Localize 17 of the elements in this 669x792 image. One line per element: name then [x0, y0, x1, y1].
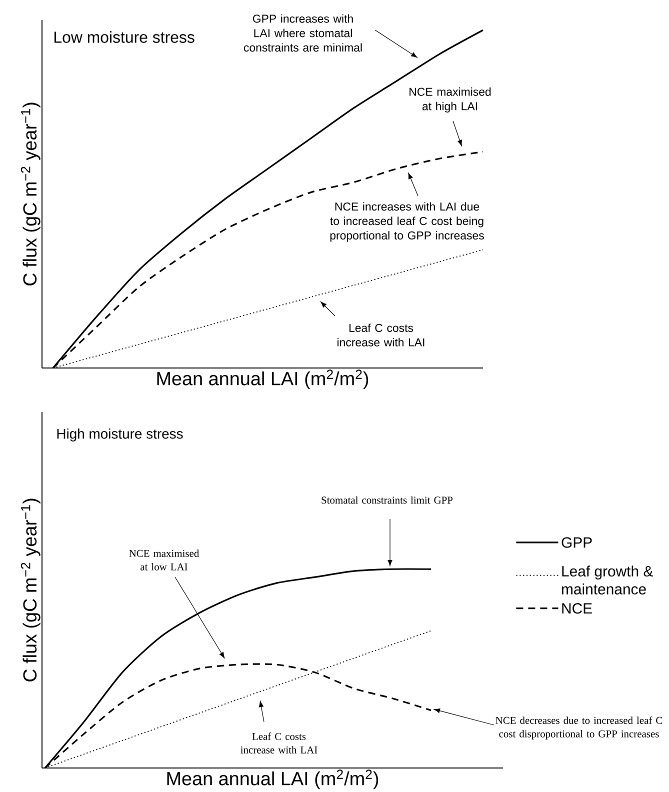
annotation: NCE maximised at low LAI	[129, 550, 200, 570]
annotation: Leaf C costs increase with LAI	[338, 324, 424, 346]
y-axis-title: C flux (gC m$^{−2}$ year$^{−1}$)	[20, 102, 40, 286]
legend-label: NCE	[562, 603, 592, 614]
annotation: Leaf C costs increase with LAI	[240, 732, 318, 754]
text: NCE decreases due to increased leaf C cost disproportional to GPP increases	[496, 716, 662, 740]
legend-label: Leaf growth & maintenance	[562, 566, 653, 594]
x-axis-title: Mean annual LAI (m$^{2}$/m$^{2}$)	[167, 770, 378, 790]
chart-title: Low moisture stress	[54, 31, 194, 43]
annotation: GPP increases with LAI where stomatal constraints are minimal	[244, 14, 362, 52]
text: Stomatal constraints limit GPP	[322, 496, 453, 504]
legend-label: GPP	[562, 537, 592, 548]
annotation: NCE increases with LAI due to increased leaf C cost being proportional to GPP increases	[330, 202, 484, 242]
chart-title: High moisture stress	[57, 428, 183, 442]
y-axis-title: C flux (gC m$^{−2}$ year$^{−1}$)	[20, 498, 40, 682]
annotation: NCE maximised at high LAI	[410, 87, 491, 113]
x-axis-title: Mean annual LAI (m$^{2}$/m$^{2}$)	[157, 370, 368, 390]
